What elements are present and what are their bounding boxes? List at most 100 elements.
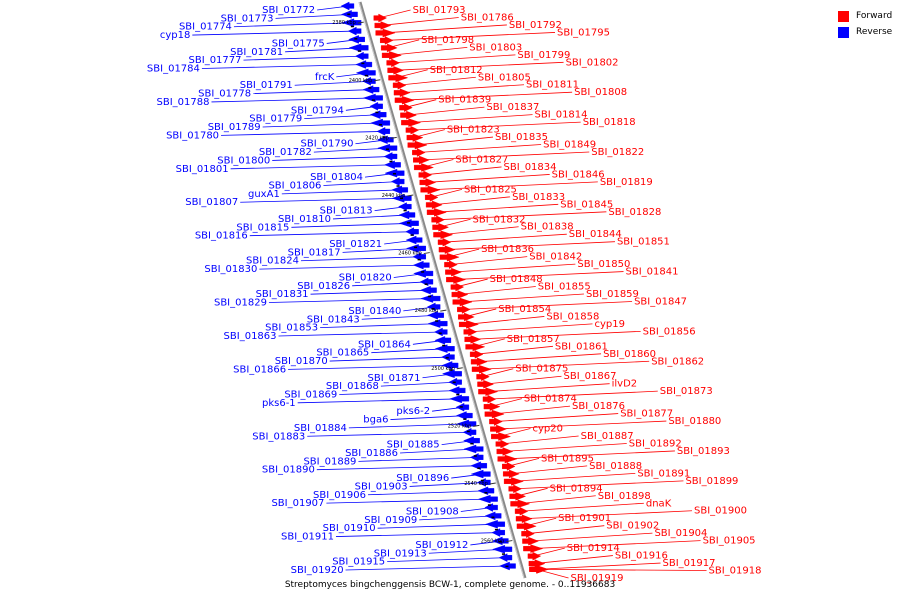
forward-gene-arrow[interactable]	[514, 506, 529, 516]
forward-gene-label[interactable]: SBI_01842	[529, 252, 582, 263]
forward-gene-label[interactable]: SBI_01905	[703, 536, 756, 547]
forward-gene-label[interactable]: SBI_01802	[566, 57, 619, 68]
forward-gene-label[interactable]: SBI_01898	[598, 491, 651, 502]
forward-gene-arrow[interactable]	[406, 133, 424, 142]
forward-gene-label[interactable]: ilvD2	[612, 379, 638, 390]
forward-gene-label[interactable]: SBI_01812	[430, 65, 483, 76]
forward-gene-label[interactable]: SBI_01808	[574, 87, 627, 98]
reverse-gene-arrow[interactable]	[470, 469, 491, 479]
forward-gene-label[interactable]: SBI_01814	[535, 110, 588, 121]
reverse-gene-arrow[interactable]	[355, 68, 376, 78]
forward-gene-arrow[interactable]	[497, 454, 518, 464]
reverse-gene-arrow[interactable]	[398, 202, 412, 211]
forward-gene-label[interactable]: SBI_01902	[606, 521, 659, 532]
forward-gene-arrow[interactable]	[381, 51, 402, 60]
reverse-gene-label[interactable]: SBI_01906	[313, 490, 366, 501]
reverse-gene-arrow[interactable]	[441, 352, 455, 362]
reverse-gene-label[interactable]: SBI_01779	[249, 114, 302, 125]
forward-gene-arrow[interactable]	[523, 544, 544, 553]
forward-gene-label[interactable]: SBI_01849	[543, 140, 596, 151]
forward-gene-arrow[interactable]	[478, 387, 499, 396]
reverse-gene-arrow[interactable]	[348, 43, 369, 53]
reverse-gene-label[interactable]: SBI_01810	[278, 214, 331, 225]
reverse-gene-arrow[interactable]	[448, 386, 466, 395]
reverse-gene-label[interactable]: SBI_01829	[214, 298, 267, 309]
forward-gene-arrow[interactable]	[388, 73, 409, 83]
forward-gene-label[interactable]: SBI_01854	[498, 304, 551, 315]
reverse-gene-arrow[interactable]	[341, 18, 362, 27]
forward-gene-label[interactable]: SBI_01823	[447, 125, 500, 136]
forward-gene-arrow[interactable]	[407, 140, 428, 150]
reverse-gene-label[interactable]: SBI_01817	[288, 247, 341, 258]
reverse-gene-arrow[interactable]	[498, 553, 513, 562]
reverse-gene-arrow[interactable]	[470, 461, 488, 470]
forward-gene-arrow[interactable]	[392, 80, 407, 90]
forward-gene-arrow[interactable]	[375, 28, 396, 38]
reverse-gene-arrow[interactable]	[491, 528, 505, 537]
forward-gene-arrow[interactable]	[437, 237, 452, 247]
reverse-gene-arrow[interactable]	[441, 369, 462, 379]
forward-gene-label[interactable]: SBI_01893	[677, 446, 730, 457]
reverse-gene-arrow[interactable]	[398, 210, 416, 220]
forward-gene-arrow[interactable]	[380, 43, 398, 53]
reverse-gene-arrow[interactable]	[369, 110, 387, 119]
forward-gene-label[interactable]: SBI_01876	[572, 401, 625, 412]
reverse-gene-arrow[interactable]	[347, 26, 362, 36]
reverse-gene-label[interactable]: SBI_01870	[275, 356, 328, 367]
forward-gene-label[interactable]: SBI_01857	[507, 334, 560, 345]
forward-gene-arrow[interactable]	[482, 394, 497, 404]
forward-gene-label[interactable]: SBI_01786	[461, 12, 514, 23]
forward-gene-arrow[interactable]	[502, 469, 520, 479]
forward-gene-arrow[interactable]	[412, 148, 426, 157]
reverse-gene-label[interactable]: SBI_01884	[294, 423, 347, 434]
forward-gene-label[interactable]: SBI_01838	[521, 222, 574, 233]
reverse-gene-label[interactable]: SBI_01843	[307, 314, 360, 325]
forward-gene-label[interactable]: SBI_01828	[608, 207, 661, 218]
reverse-gene-label[interactable]: SBI_01864	[358, 339, 411, 350]
forward-gene-arrow[interactable]	[489, 417, 503, 426]
reverse-gene-arrow[interactable]	[413, 269, 434, 278]
reverse-gene-label[interactable]: SBI_01865	[316, 348, 369, 359]
reverse-gene-label[interactable]: SBI_01789	[208, 122, 261, 133]
reverse-gene-arrow[interactable]	[420, 285, 437, 295]
reverse-gene-label[interactable]: SBI_01821	[329, 239, 382, 250]
forward-gene-arrow[interactable]	[465, 342, 486, 352]
reverse-gene-label[interactable]: SBI_01804	[310, 172, 363, 183]
legend-forward[interactable]: Forward	[838, 8, 892, 24]
reverse-gene-label[interactable]: SBI_01780	[166, 130, 219, 141]
forward-gene-label[interactable]: SBI_01892	[629, 438, 682, 449]
forward-gene-label[interactable]: SBI_01918	[709, 566, 762, 577]
reverse-gene-arrow[interactable]	[369, 101, 383, 111]
reverse-gene-arrow[interactable]	[391, 185, 409, 195]
forward-gene-label[interactable]: SBI_01916	[615, 551, 668, 562]
reverse-gene-label[interactable]: SBI_01778	[198, 89, 251, 100]
forward-gene-label[interactable]: SBI_01855	[538, 282, 591, 293]
reverse-gene-arrow[interactable]	[484, 519, 505, 529]
forward-gene-label[interactable]: dnaK	[646, 498, 672, 509]
reverse-gene-label[interactable]: SBI_01777	[189, 55, 242, 66]
forward-gene-arrow[interactable]	[419, 178, 437, 187]
reverse-gene-label[interactable]: SBI_01800	[217, 155, 270, 166]
reverse-gene-label[interactable]: SBI_01784	[147, 64, 200, 75]
forward-gene-label[interactable]: SBI_01847	[634, 296, 687, 307]
reverse-gene-arrow[interactable]	[390, 177, 405, 186]
reverse-gene-arrow[interactable]	[484, 511, 502, 521]
reverse-gene-arrow[interactable]	[420, 294, 441, 303]
forward-gene-label[interactable]: SBI_01867	[563, 371, 616, 382]
reverse-gene-label[interactable]: frcK	[315, 72, 335, 83]
reverse-gene-arrow[interactable]	[434, 336, 452, 345]
forward-gene-label[interactable]: SBI_01862	[651, 356, 704, 367]
reverse-gene-label[interactable]: SBI_01772	[262, 5, 315, 16]
forward-gene-arrow[interactable]	[516, 521, 537, 531]
forward-gene-arrow[interactable]	[521, 529, 535, 539]
forward-gene-label[interactable]: SBI_01848	[490, 274, 543, 285]
reverse-gene-arrow[interactable]	[405, 244, 426, 253]
reverse-gene-arrow[interactable]	[477, 494, 498, 504]
reverse-gene-label[interactable]: SBI_01863	[224, 331, 277, 342]
forward-gene-label[interactable]: SBI_01919	[571, 573, 624, 584]
forward-gene-label[interactable]: SBI_01856	[643, 326, 696, 337]
forward-gene-arrow[interactable]	[515, 514, 533, 524]
forward-gene-arrow[interactable]	[457, 305, 471, 314]
forward-gene-label[interactable]: SBI_01858	[546, 311, 599, 322]
forward-gene-label[interactable]: SBI_01834	[504, 162, 557, 173]
